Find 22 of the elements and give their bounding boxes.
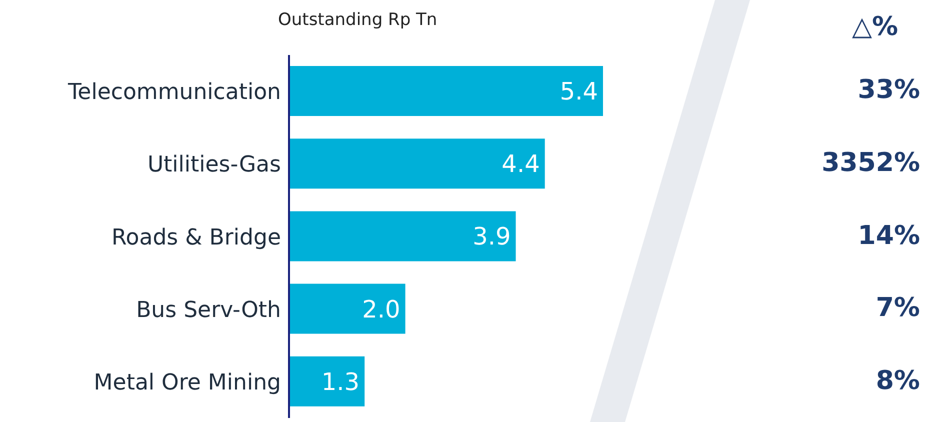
data-label: 2.0 bbox=[362, 295, 400, 324]
text: 14% bbox=[856, 220, 920, 250]
y-tick-label: Metal Ore Mining bbox=[94, 370, 281, 396]
bar bbox=[289, 356, 365, 406]
text: 3352% bbox=[820, 148, 920, 178]
bar bbox=[289, 211, 516, 262]
data-label: 5.4 bbox=[560, 78, 598, 106]
bar bbox=[289, 66, 603, 116]
text: △% bbox=[852, 12, 898, 42]
bar bbox=[289, 138, 545, 189]
data-label: 4.4 bbox=[502, 150, 540, 178]
bar bbox=[289, 284, 406, 334]
chart-title: Outstanding Rp Tn bbox=[278, 10, 438, 30]
text: 8% bbox=[874, 366, 920, 396]
y-tick-label: Bus Serv-Oth bbox=[136, 298, 281, 323]
data-label: 1.3 bbox=[321, 368, 360, 396]
text: 33% bbox=[856, 75, 920, 106]
data-label: 3.9 bbox=[472, 222, 511, 251]
text: 7% bbox=[874, 293, 920, 324]
y-tick-label: Telecommunication bbox=[66, 80, 281, 106]
y-tick-label: Utilities-Gas bbox=[147, 152, 281, 178]
y-tick-label: Roads & Bridge bbox=[111, 225, 281, 250]
